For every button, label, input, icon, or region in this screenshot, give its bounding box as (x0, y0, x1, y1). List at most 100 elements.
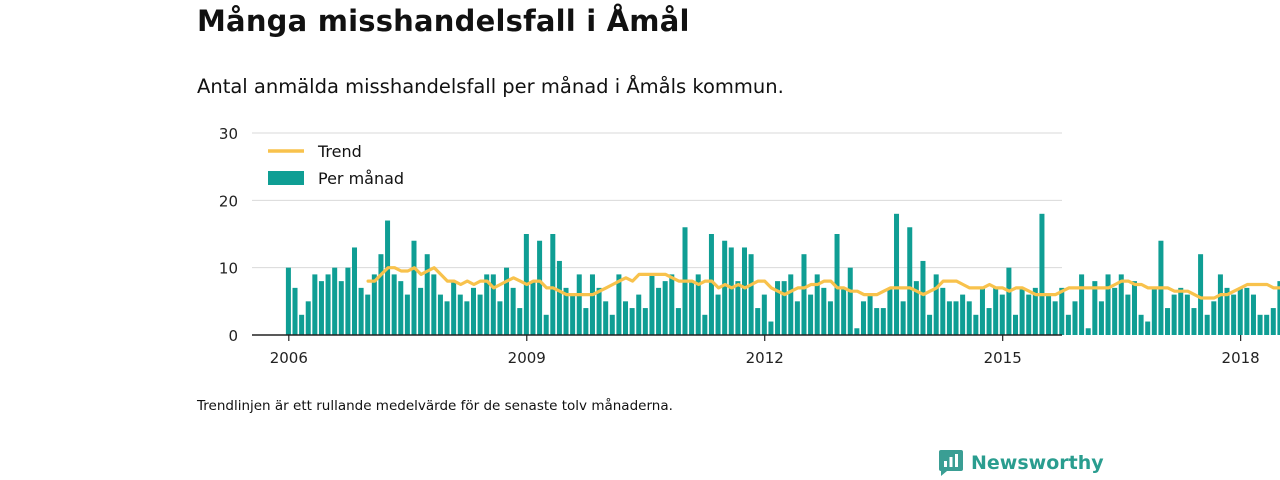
bar (517, 308, 523, 335)
bar (444, 301, 450, 335)
bar (371, 274, 377, 335)
bar (1257, 314, 1263, 335)
bar (1019, 287, 1025, 335)
chart-title: Många misshandelsfall i Åmål (197, 4, 690, 38)
y-tick-label: 30 (219, 125, 238, 143)
bar (292, 287, 298, 335)
x-tick-label: 2009 (508, 349, 546, 367)
bar (1092, 281, 1098, 335)
bar (907, 227, 913, 335)
bar (999, 294, 1005, 335)
legend-bar-label: Per månad (318, 169, 404, 188)
bar (470, 287, 476, 335)
bar (332, 267, 338, 335)
bar (365, 294, 371, 335)
bar (490, 274, 496, 335)
bar (1105, 274, 1111, 335)
axes: 01020302006200920122015201820212024 (219, 125, 1260, 367)
chart-subtitle: Antal anmälda misshandelsfall per månad … (197, 75, 784, 98)
bar (695, 274, 701, 335)
bar (702, 314, 708, 335)
bar (418, 287, 424, 335)
bar (1171, 294, 1177, 335)
bar (437, 294, 443, 335)
bar (894, 213, 900, 335)
bar (318, 281, 324, 335)
bar (1224, 287, 1230, 335)
newsworthy-chart-icon (939, 450, 963, 476)
bar (424, 254, 430, 335)
bar (345, 267, 351, 335)
bar (1198, 254, 1204, 335)
bar (768, 321, 774, 335)
bar (1039, 213, 1045, 335)
bar (1151, 287, 1157, 335)
bar (358, 287, 364, 335)
bar (662, 281, 668, 335)
grid-lines (252, 132, 1062, 269)
bar (847, 267, 853, 335)
bar (305, 301, 311, 335)
bar (603, 301, 609, 335)
bar (609, 314, 615, 335)
bar (1184, 294, 1190, 335)
bar (940, 287, 946, 335)
bar (887, 287, 893, 335)
bar (874, 308, 880, 335)
bar (794, 301, 800, 335)
bar (537, 240, 543, 335)
bar (563, 287, 569, 335)
bar (900, 301, 906, 335)
bar (1211, 301, 1217, 335)
trend-line (366, 266, 1280, 300)
bar (775, 281, 781, 335)
bar (715, 294, 721, 335)
bar (1046, 294, 1052, 335)
bar (391, 274, 397, 335)
y-tick-label: 0 (228, 327, 238, 345)
bar (880, 308, 886, 335)
bar (986, 308, 992, 335)
bar (1270, 308, 1276, 335)
bar (1165, 308, 1171, 335)
bar (636, 294, 642, 335)
bar (556, 260, 562, 335)
bar (761, 294, 767, 335)
bar (913, 281, 919, 335)
bar (1118, 274, 1124, 335)
bar (933, 274, 939, 335)
bar (920, 260, 926, 335)
bar (841, 287, 847, 335)
legend-bar-swatch (268, 171, 304, 185)
bar (1277, 281, 1280, 335)
bar (1052, 301, 1058, 335)
bar (352, 247, 358, 335)
bar (979, 287, 985, 335)
bar (616, 274, 622, 335)
bar (504, 267, 510, 335)
bar (927, 314, 933, 335)
bar (404, 294, 410, 335)
bar (570, 294, 576, 335)
bar (993, 287, 999, 335)
bar (1065, 314, 1071, 335)
bar (854, 328, 860, 335)
bar (960, 294, 966, 335)
bar-series (285, 213, 1280, 335)
bar (755, 308, 761, 335)
bar (1131, 281, 1137, 335)
bar (1085, 328, 1091, 335)
bar (821, 287, 827, 335)
bar (827, 301, 833, 335)
bar (973, 314, 979, 335)
bar (325, 274, 331, 335)
bar (464, 301, 470, 335)
bar (1191, 308, 1197, 335)
bar (689, 281, 695, 335)
bar (966, 301, 972, 335)
bar (629, 308, 635, 335)
bar (953, 301, 959, 335)
bar (748, 254, 754, 335)
brand-logo[interactable]: Newsworthy (939, 450, 1104, 476)
bar (411, 240, 417, 335)
